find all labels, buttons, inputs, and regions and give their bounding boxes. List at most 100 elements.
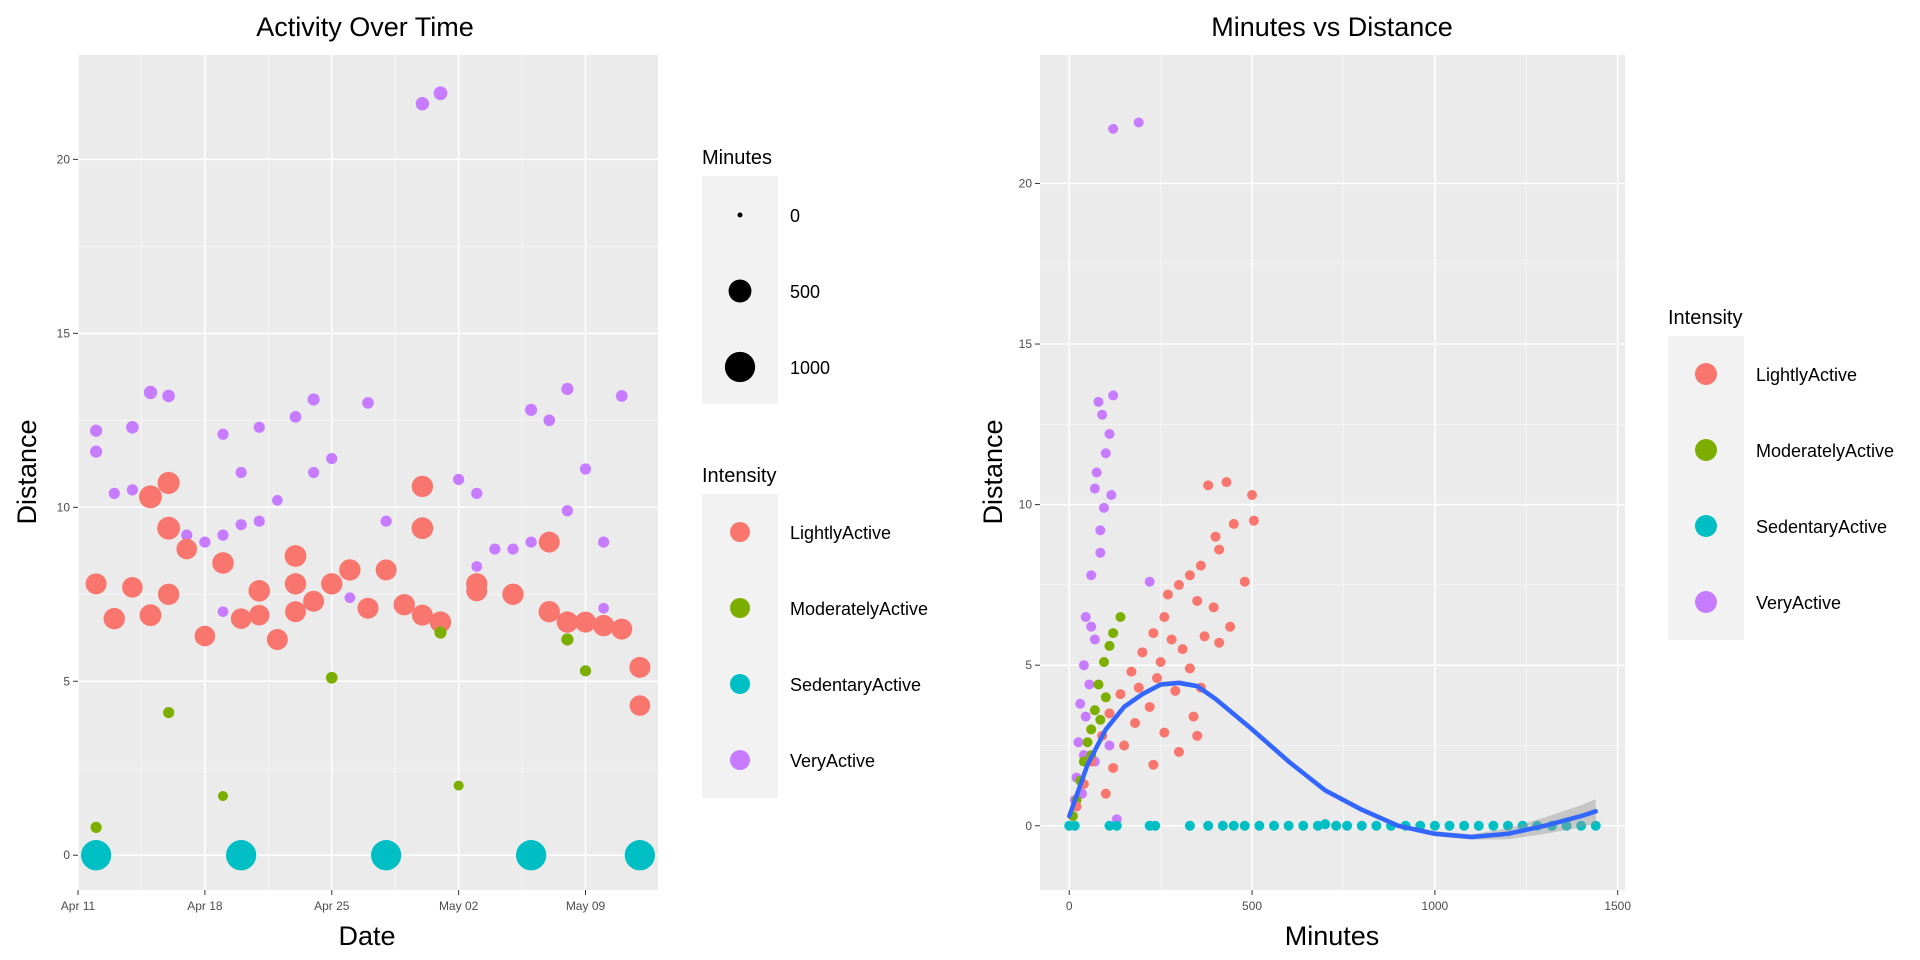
right-point-sedentaryactive [1459, 820, 1470, 831]
right-y-tick-label: 5 [1025, 658, 1032, 672]
right-data-points [1064, 117, 1601, 831]
right-point-lightlyactive [1130, 718, 1141, 728]
right-point-lightlyactive [1144, 701, 1155, 712]
left-point-moderatelyactive [434, 626, 447, 639]
left-point-veryactive [561, 382, 574, 396]
right-legend-label-lightlyactive: LightlyActive [1756, 365, 1857, 385]
left-legend-label-veryactive: VeryActive [790, 751, 875, 771]
right-point-lightlyactive [1199, 631, 1210, 642]
size-legend-label: 1000 [790, 358, 830, 378]
left-point-veryactive [598, 536, 610, 548]
right-point-lightlyactive [1173, 746, 1184, 757]
right-point-veryactive [1086, 621, 1097, 632]
left-y-tick-label: 0 [63, 848, 70, 862]
left-point-veryactive [126, 420, 139, 434]
right-point-lightlyactive [1221, 477, 1232, 488]
left-point-veryactive [525, 403, 538, 416]
left-point-veryactive [308, 466, 320, 479]
left-legend-label-moderatelyactive: ModeratelyActive [790, 599, 928, 619]
left-point-veryactive [362, 397, 374, 409]
right-point-lightlyactive [1166, 634, 1177, 645]
right-y-tick-label: 15 [1019, 337, 1033, 351]
left-point-veryactive [162, 389, 175, 403]
right-x-tick-label: 0 [1066, 899, 1073, 913]
right-point-moderatelyactive [1093, 679, 1104, 690]
left-point-veryactive [143, 385, 158, 400]
size-legend-key [737, 212, 743, 218]
right-x-tick-label: 500 [1242, 899, 1262, 913]
right-point-sedentaryactive [1298, 820, 1309, 831]
left-data-points [80, 86, 656, 871]
left-point-lightlyactive [538, 531, 560, 553]
right-plot-background [1040, 55, 1625, 890]
right-y-axis-title: Distance [978, 419, 1008, 524]
right-point-moderatelyactive [1100, 692, 1111, 703]
right-chart-title: Minutes vs Distance [1211, 12, 1453, 42]
left-legend-key-sedentaryactive [730, 674, 750, 694]
left-y-tick-label: 20 [57, 152, 71, 166]
minutes-vs-distance-panel: Minutes vs Distance 0 5 10 15 20 0 500 1000 1500… [978, 12, 1631, 951]
right-legend-key-lightlyactive [1695, 363, 1717, 385]
right-point-veryactive [1104, 428, 1115, 439]
right-point-sedentaryactive [1104, 820, 1115, 831]
right-point-veryactive [1100, 448, 1111, 459]
right-x-tick-label: 1000 [1422, 899, 1449, 913]
right-point-lightlyactive [1195, 560, 1206, 571]
left-point-lightlyactive [284, 545, 307, 567]
left-x-tick-label: Apr 18 [187, 899, 223, 913]
right-point-veryactive [1097, 409, 1108, 420]
right-point-veryactive [1080, 711, 1091, 722]
right-point-lightlyactive [1152, 673, 1162, 684]
right-point-lightlyactive [1184, 570, 1195, 581]
right-point-lightlyactive [1137, 647, 1148, 658]
right-x-tick-label: 1500 [1604, 899, 1631, 913]
left-legends: Minutes 0 500 1000 Intensity LightlyActive… [702, 147, 928, 798]
left-point-sedentaryactive [515, 840, 547, 871]
right-point-lightlyactive [1214, 544, 1225, 555]
right-point-sedentaryactive [1444, 820, 1455, 831]
right-point-veryactive [1080, 612, 1091, 623]
left-color-legend-key-background [702, 494, 778, 798]
right-legend-label-moderatelyactive: ModeratelyActive [1756, 441, 1894, 461]
right-point-veryactive [1095, 547, 1106, 558]
left-point-lightlyactive [538, 600, 560, 623]
left-point-veryactive [126, 484, 138, 496]
left-point-lightlyactive [357, 597, 379, 619]
right-point-veryactive [1091, 467, 1102, 478]
left-point-lightlyactive [629, 695, 651, 716]
left-point-lightlyactive [556, 611, 579, 633]
right-point-lightlyactive [1184, 663, 1195, 674]
right-point-lightlyactive [1126, 666, 1137, 677]
right-point-veryactive [1075, 698, 1086, 709]
left-legend-key-veryactive [730, 750, 750, 770]
left-point-lightlyactive [230, 608, 252, 629]
left-point-lightlyactive [393, 594, 415, 616]
left-point-veryactive [253, 421, 265, 433]
right-point-sedentaryactive [1590, 820, 1601, 831]
left-point-moderatelyactive [217, 791, 229, 802]
left-point-lightlyactive [303, 590, 325, 612]
left-chart-title: Activity Over Time [256, 12, 474, 42]
left-point-veryactive [90, 445, 103, 458]
left-point-lightlyactive [139, 604, 162, 627]
right-point-veryactive [1106, 489, 1117, 500]
left-point-veryactive [380, 515, 392, 527]
smooth-confidence-band [1069, 680, 1596, 840]
left-point-veryactive [253, 515, 265, 527]
right-point-sedentaryactive [1561, 820, 1572, 831]
left-point-lightlyactive [375, 559, 397, 581]
right-point-veryactive [1086, 570, 1097, 581]
left-point-sedentaryactive [225, 840, 257, 871]
right-point-veryactive [1089, 634, 1100, 645]
right-point-lightlyactive [1119, 740, 1130, 751]
left-point-lightlyactive [466, 580, 488, 602]
right-point-lightlyactive [1214, 637, 1225, 648]
left-point-veryactive [507, 543, 519, 555]
left-legend-label-lightlyactive: LightlyActive [790, 523, 891, 543]
right-point-lightlyactive [1104, 708, 1115, 719]
left-point-lightlyactive [575, 611, 596, 633]
activity-over-time-panel: Activity Over Time 0 5 10 15 20 Apr 11 Apr 18 A… [12, 12, 658, 951]
right-point-lightlyactive [1248, 515, 1259, 526]
right-point-lightlyactive [1100, 788, 1111, 799]
